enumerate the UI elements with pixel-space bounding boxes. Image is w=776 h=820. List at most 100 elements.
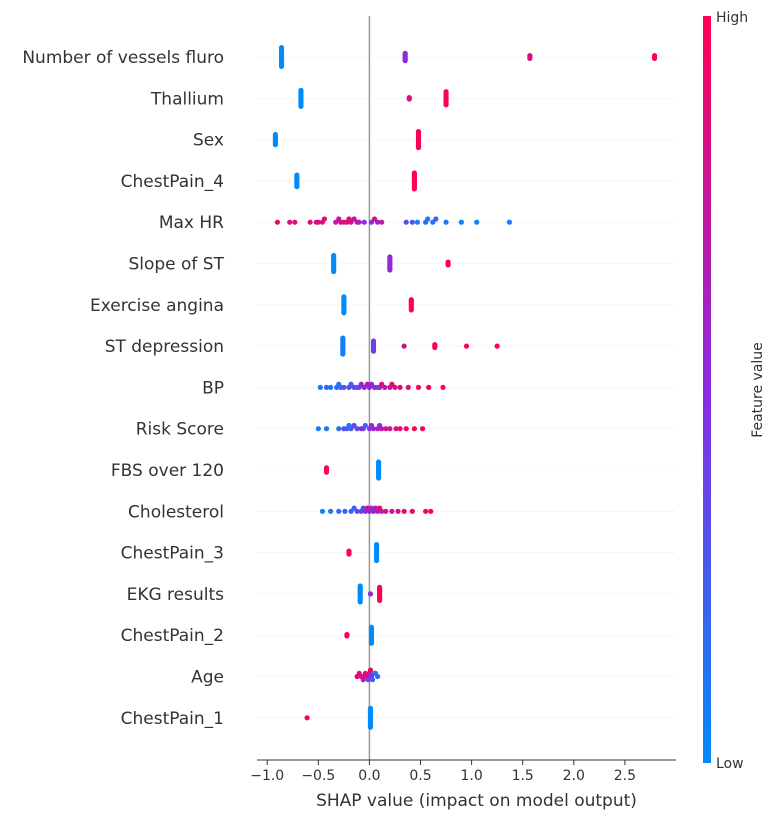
- shap-point-fbs-over-120: [376, 475, 382, 481]
- shap-point-max-hr: [287, 219, 293, 225]
- shap-point-max-hr: [321, 216, 328, 222]
- colorbar-low-label: Low: [716, 756, 744, 772]
- feature-label-risk-score: Risk Score: [136, 420, 224, 440]
- shap-point-chestpain-1: [367, 724, 374, 730]
- shap-point-number-of-vessels-fluro: [278, 63, 285, 70]
- x-tick-label: −1.0: [250, 768, 284, 784]
- shap-point-bp: [389, 381, 395, 387]
- feature-label-ekg-results: EKG results: [127, 585, 225, 605]
- shap-point-bp: [348, 381, 354, 387]
- shap-point-max-hr: [433, 216, 439, 222]
- shap-point-chestpain-2: [368, 640, 375, 646]
- shap-point-bp: [358, 381, 364, 387]
- shap-point-bp: [379, 381, 385, 387]
- shap-point-bp: [336, 381, 342, 387]
- shap-point-max-hr: [506, 219, 513, 225]
- shap-point-ekg-results: [357, 599, 363, 605]
- shap-point-sex: [415, 144, 422, 151]
- shap-point-chestpain-4: [294, 184, 300, 190]
- colorbar-high-label: High: [716, 10, 748, 26]
- feature-label-exercise-angina: Exercise angina: [90, 296, 224, 316]
- shap-point-cholesterol: [351, 505, 357, 511]
- shap-point-max-hr: [379, 219, 385, 225]
- shap-point-max-hr: [458, 219, 464, 225]
- feature-label-thallium: Thallium: [150, 89, 224, 109]
- shap-point-fbs-over-120: [323, 469, 330, 475]
- shap-point-max-hr: [403, 219, 409, 225]
- shap-point-chestpain-3: [346, 551, 352, 557]
- feature-label-cholesterol: Cholesterol: [128, 502, 224, 522]
- shap-point-cholesterol: [372, 505, 379, 511]
- shap-point-cholesterol: [383, 508, 389, 514]
- shap-point-risk-score: [411, 426, 417, 432]
- shap-point-cholesterol: [319, 508, 325, 514]
- shap-point-ekg-results: [377, 597, 383, 604]
- x-axis-title: SHAP value (impact on model output): [316, 791, 637, 811]
- shap-point-st-depression: [463, 343, 470, 349]
- x-ticks: −1.0 −0.5 0.0 0.5 1.0 1.5 2.0 2.5: [250, 760, 636, 784]
- shap-point-st-depression: [401, 343, 407, 349]
- shap-point-bp: [364, 381, 370, 387]
- shap-point-risk-score: [403, 426, 409, 432]
- shap-point-cholesterol: [395, 508, 401, 514]
- shap-point-age: [356, 670, 362, 676]
- shap-point-cholesterol: [428, 508, 434, 514]
- colorbar-title: Feature value: [750, 342, 766, 438]
- shap-point-risk-score: [351, 422, 357, 429]
- feature-label-slope-of-st: Slope of ST: [128, 255, 224, 275]
- shap-point-bp: [426, 384, 432, 390]
- shap-point-max-hr: [336, 216, 342, 222]
- shap-point-cholesterol: [409, 508, 415, 514]
- feature-label-chestpain-4: ChestPain_4: [121, 172, 224, 192]
- shap-point-bp: [405, 384, 411, 390]
- shap-point-number-of-vessels-fluro: [527, 55, 533, 62]
- shap-point-chestpain-1: [304, 715, 310, 721]
- shap-point-age: [365, 677, 371, 683]
- shap-point-max-hr: [292, 219, 298, 225]
- shap-point-risk-score: [387, 426, 393, 432]
- shap-point-max-hr: [315, 219, 321, 225]
- feature-label-age: Age: [191, 668, 224, 688]
- shap-point-max-hr: [341, 219, 347, 225]
- shap-point-risk-score: [368, 422, 375, 429]
- shap-point-thallium: [406, 96, 412, 102]
- shap-point-bp: [397, 384, 403, 390]
- shap-point-risk-score: [377, 422, 383, 429]
- shap-point-bp: [341, 384, 347, 390]
- feature-label-chestpain-1: ChestPain_1: [121, 709, 224, 729]
- shap-point-risk-score: [397, 426, 403, 432]
- shap-point-risk-score: [383, 426, 389, 432]
- shap-point-max-hr: [274, 219, 281, 225]
- shap-point-risk-score: [341, 426, 347, 432]
- shap-point-risk-score: [419, 426, 426, 432]
- shap-point-max-hr: [307, 219, 313, 225]
- shap-point-risk-score: [315, 426, 321, 432]
- shap-point-cholesterol: [336, 508, 342, 514]
- shap-points: [272, 44, 658, 730]
- shap-point-max-hr: [351, 216, 357, 222]
- shap-point-bp: [415, 384, 422, 390]
- shap-point-number-of-vessels-fluro: [402, 58, 408, 64]
- shap-point-cholesterol: [401, 508, 407, 514]
- shap-point-risk-score: [323, 426, 330, 432]
- shap-point-chestpain-3: [373, 557, 380, 564]
- shap-point-thallium: [298, 103, 304, 109]
- feature-label-bp: BP: [202, 378, 224, 398]
- shap-point-cholesterol: [342, 508, 348, 514]
- shap-point-bp: [374, 384, 381, 390]
- x-tick-label: −0.5: [301, 768, 335, 784]
- shap-point-thallium: [443, 102, 449, 108]
- feature-label-sex: Sex: [193, 131, 224, 151]
- shap-point-st-depression: [340, 351, 346, 357]
- shap-point-bp: [354, 384, 360, 390]
- feature-label-st-depression: ST depression: [105, 337, 224, 357]
- shap-point-number-of-vessels-fluro: [651, 55, 658, 62]
- shap-point-max-hr: [356, 219, 362, 225]
- shap-point-age: [362, 670, 368, 676]
- x-tick-label: 1.5: [512, 768, 534, 784]
- x-tick-label: 1.0: [460, 768, 482, 784]
- colorbar: High Low Feature value: [703, 10, 766, 772]
- x-tick-label: 2.0: [563, 768, 585, 784]
